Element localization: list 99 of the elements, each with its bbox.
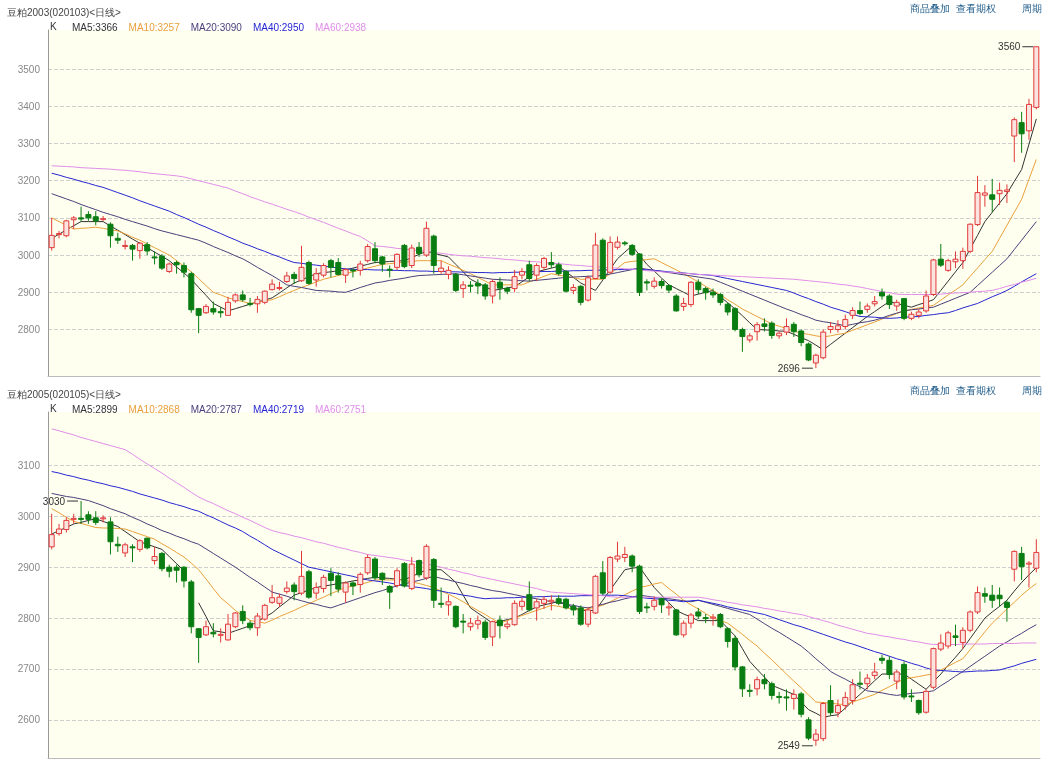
legend-title: K [50, 402, 57, 414]
candlestick [305, 260, 312, 286]
candlestick [225, 296, 232, 316]
y-tick-label: 2900 [17, 561, 41, 573]
candlestick [989, 178, 996, 213]
candlestick [856, 671, 863, 690]
y-tick-label: 2800 [17, 612, 41, 624]
text: 查看期权 [956, 2, 996, 14]
candlestick [599, 560, 606, 596]
candlestick [511, 269, 518, 293]
candlestick [445, 594, 452, 617]
candlestick [489, 278, 496, 304]
candlestick [937, 243, 944, 268]
candlestick [1011, 549, 1018, 582]
annotation: 3560 [998, 41, 1021, 53]
candlestick [856, 301, 863, 316]
candlestick [805, 716, 812, 741]
y-tick-label: 3300 [17, 137, 41, 149]
y-tick-label: 3100 [17, 212, 41, 224]
chart-title: 豆粕2003(020103)<日线> [7, 6, 122, 18]
candlestick [1003, 599, 1010, 623]
candlestick [298, 550, 305, 596]
candlestick [952, 624, 959, 647]
text: MA10:2868 [128, 403, 181, 415]
candlestick [394, 567, 401, 589]
candlestick [496, 615, 503, 639]
candlestick [518, 267, 525, 280]
candlestick [754, 321, 761, 342]
candlestick [416, 241, 423, 258]
text: MA20:2787 [190, 403, 243, 415]
legend-title: K [50, 20, 57, 32]
y-tick-label: 2900 [17, 286, 41, 298]
y-tick-label: 2700 [17, 663, 41, 675]
candlestick [364, 243, 371, 264]
candlestick [577, 284, 584, 306]
text: 商品叠加 [910, 384, 950, 396]
text: 查看期权 [956, 384, 996, 396]
candlestick [386, 584, 393, 610]
y-tick-label: 3100 [17, 459, 41, 471]
candlestick [217, 306, 224, 319]
candlestick [526, 260, 533, 282]
candlestick [100, 215, 107, 222]
y-tick-label: 3000 [17, 510, 41, 522]
candlestick [1018, 111, 1025, 154]
candlestick [1018, 546, 1025, 581]
candlestick [710, 613, 717, 627]
candlestick [827, 684, 834, 717]
candlestick [526, 580, 533, 612]
annotation: 2696 [777, 362, 801, 374]
candlestick [408, 244, 415, 269]
annotation: 3030 [42, 495, 66, 507]
y-tick-label: 2600 [17, 714, 41, 726]
candlestick [798, 691, 805, 718]
candlestick [48, 217, 55, 252]
candlestick [239, 604, 246, 625]
candlestick [489, 620, 496, 647]
candlestick [438, 587, 445, 609]
text: MA5:2899 [72, 403, 119, 415]
text: MA5:3366 [72, 21, 119, 33]
candlestick [247, 297, 254, 307]
candlestick [48, 513, 55, 550]
y-tick-label: 3400 [17, 100, 41, 112]
candlestick [349, 580, 356, 596]
candlestick [790, 688, 797, 711]
candlestick [401, 243, 408, 269]
y-tick-label: 2800 [17, 323, 41, 335]
candlestick [136, 241, 143, 260]
text: MA40:2950 [252, 21, 305, 33]
y-tick-label: 3000 [17, 249, 41, 261]
text: 商品叠加 [910, 2, 950, 14]
text: MA20:3090 [190, 21, 243, 33]
candlestick [893, 669, 900, 690]
candlestick [401, 561, 408, 589]
candlestick [298, 245, 305, 283]
text: MA10:3257 [128, 21, 181, 33]
candlestick [107, 516, 114, 555]
candlestick [482, 619, 489, 641]
candlestick [349, 268, 356, 278]
line-series [51, 172, 1037, 319]
candlestick [452, 272, 459, 293]
y-tick-label: 3500 [17, 63, 41, 75]
candlestick [1011, 116, 1018, 163]
text: MA40:2719 [252, 403, 305, 415]
text: 周期 [1022, 2, 1042, 14]
candlestick [107, 221, 114, 249]
candlestick [364, 553, 371, 576]
candlestick [665, 602, 672, 617]
candlestick [754, 676, 761, 696]
text: 周期 [1022, 384, 1042, 396]
chart-title: 豆粕2005(020105)<日线> [7, 388, 122, 400]
candlestick [195, 627, 202, 664]
y-tick-label: 3200 [17, 175, 41, 187]
candlestick [923, 688, 930, 715]
text: MA60:2938 [315, 21, 367, 33]
annotation: 2549 [777, 740, 801, 752]
candlestick [342, 580, 349, 604]
text: MA60:2751 [315, 403, 367, 415]
candlestick [357, 571, 364, 594]
candlestick [100, 514, 107, 523]
